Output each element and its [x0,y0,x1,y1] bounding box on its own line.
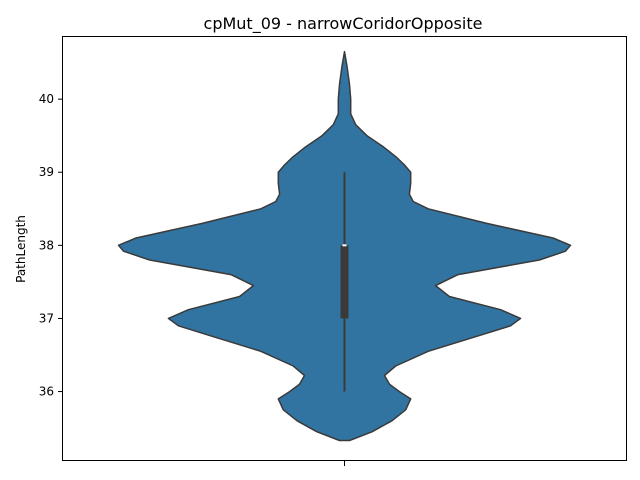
iqr-box [340,245,349,319]
plot-area [117,50,572,442]
y-tick-label: 39 [39,165,54,179]
y-tick-label: 38 [39,238,54,252]
chart-title: cpMut_09 - narrowCoridorOpposite [204,14,483,34]
axes-frame [62,36,627,461]
y-axis-label: PathLength [14,215,28,283]
y-tick-label: 37 [39,311,54,325]
y-tick-label: 36 [39,385,54,399]
y-tick-label: 40 [39,92,54,106]
y-axis-ticks: 36 37 38 39 40 [39,92,63,399]
median-marker [342,244,347,247]
